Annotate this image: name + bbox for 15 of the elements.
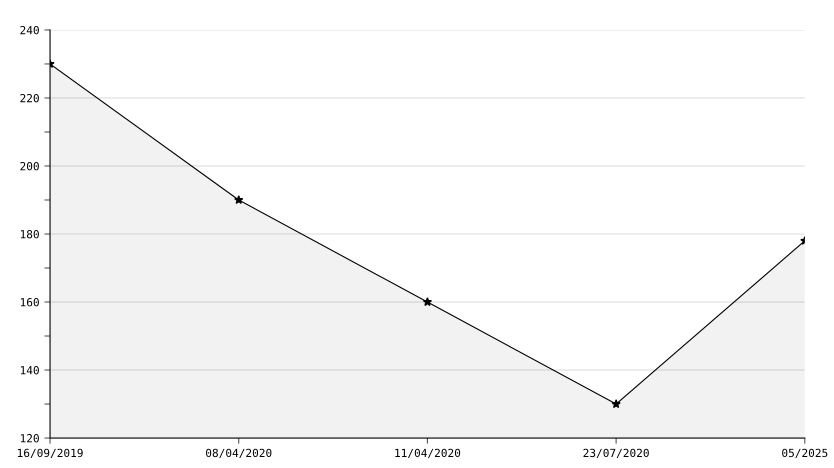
x-tick-label: 11/04/2020 <box>395 448 460 458</box>
point <box>234 195 244 204</box>
y-tick-label: 140 <box>20 366 39 374</box>
x-tick-label: 08/04/2020 <box>206 448 272 458</box>
point <box>611 399 621 408</box>
x-tick-label: 23/07/2020 <box>583 448 649 458</box>
y-tick-label: 200 <box>20 162 39 170</box>
y-tick-label: 180 <box>20 230 39 238</box>
y-tick-label: 240 <box>20 26 39 34</box>
point <box>422 297 432 306</box>
y-tick-label: 220 <box>20 94 39 102</box>
y-tick-label: 160 <box>20 298 39 306</box>
y-tick-label: 120 <box>20 434 39 442</box>
x-tick-label: 16/09/2019 <box>18 448 83 458</box>
x-tick-label: 05/2025 <box>782 448 828 458</box>
